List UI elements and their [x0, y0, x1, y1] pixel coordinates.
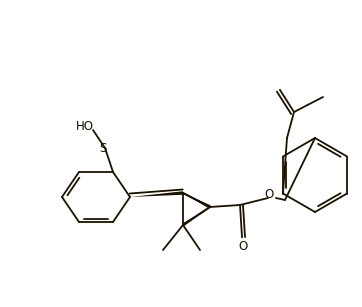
Polygon shape	[130, 191, 183, 197]
Polygon shape	[183, 193, 211, 208]
Text: S: S	[99, 142, 107, 154]
Text: O: O	[264, 188, 274, 201]
Text: O: O	[238, 239, 248, 252]
Polygon shape	[182, 207, 210, 226]
Text: HO: HO	[76, 119, 94, 133]
